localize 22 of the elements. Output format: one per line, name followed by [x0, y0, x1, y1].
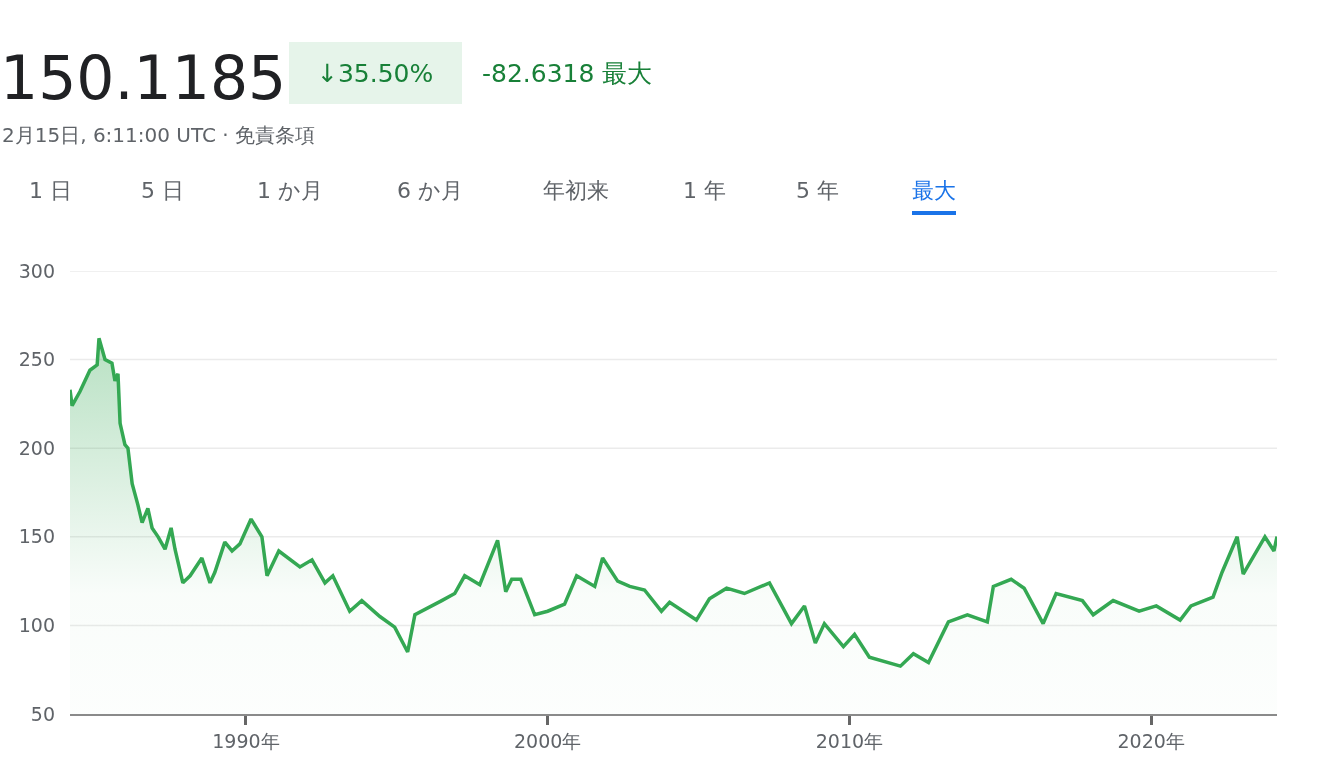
- text: 1 か月: [257, 178, 323, 203]
- y-tick-label: 300: [18, 259, 55, 282]
- text: -82.6318 最大: [482, 59, 653, 88]
- text: ↓35.50%: [317, 59, 434, 88]
- text: 5 年: [796, 178, 839, 203]
- chart-title: 150.1185: [0, 43, 287, 113]
- x-tick-label: 2020年: [1117, 729, 1185, 752]
- y-tick-label: 200: [18, 436, 55, 459]
- y-tick-label: 100: [18, 614, 55, 637]
- text: 2月15日, 6:11:00 UTC · 免責条項: [2, 123, 316, 147]
- x-tick-label: 2000年: [513, 729, 582, 752]
- y-tick-label: 250: [18, 348, 55, 371]
- y-tick-label: 50: [30, 702, 55, 725]
- y-tick-label: 150: [18, 525, 55, 548]
- text: 1 日: [29, 178, 72, 203]
- text: 5 日: [141, 178, 184, 203]
- text: 最大: [912, 178, 956, 203]
- x-tick-label: 1990年: [212, 729, 280, 752]
- text: 6 か月: [397, 178, 463, 203]
- x-tick-label: 2010年: [815, 729, 884, 752]
- text: 年初来: [543, 178, 609, 203]
- text: 1 年: [683, 178, 726, 203]
